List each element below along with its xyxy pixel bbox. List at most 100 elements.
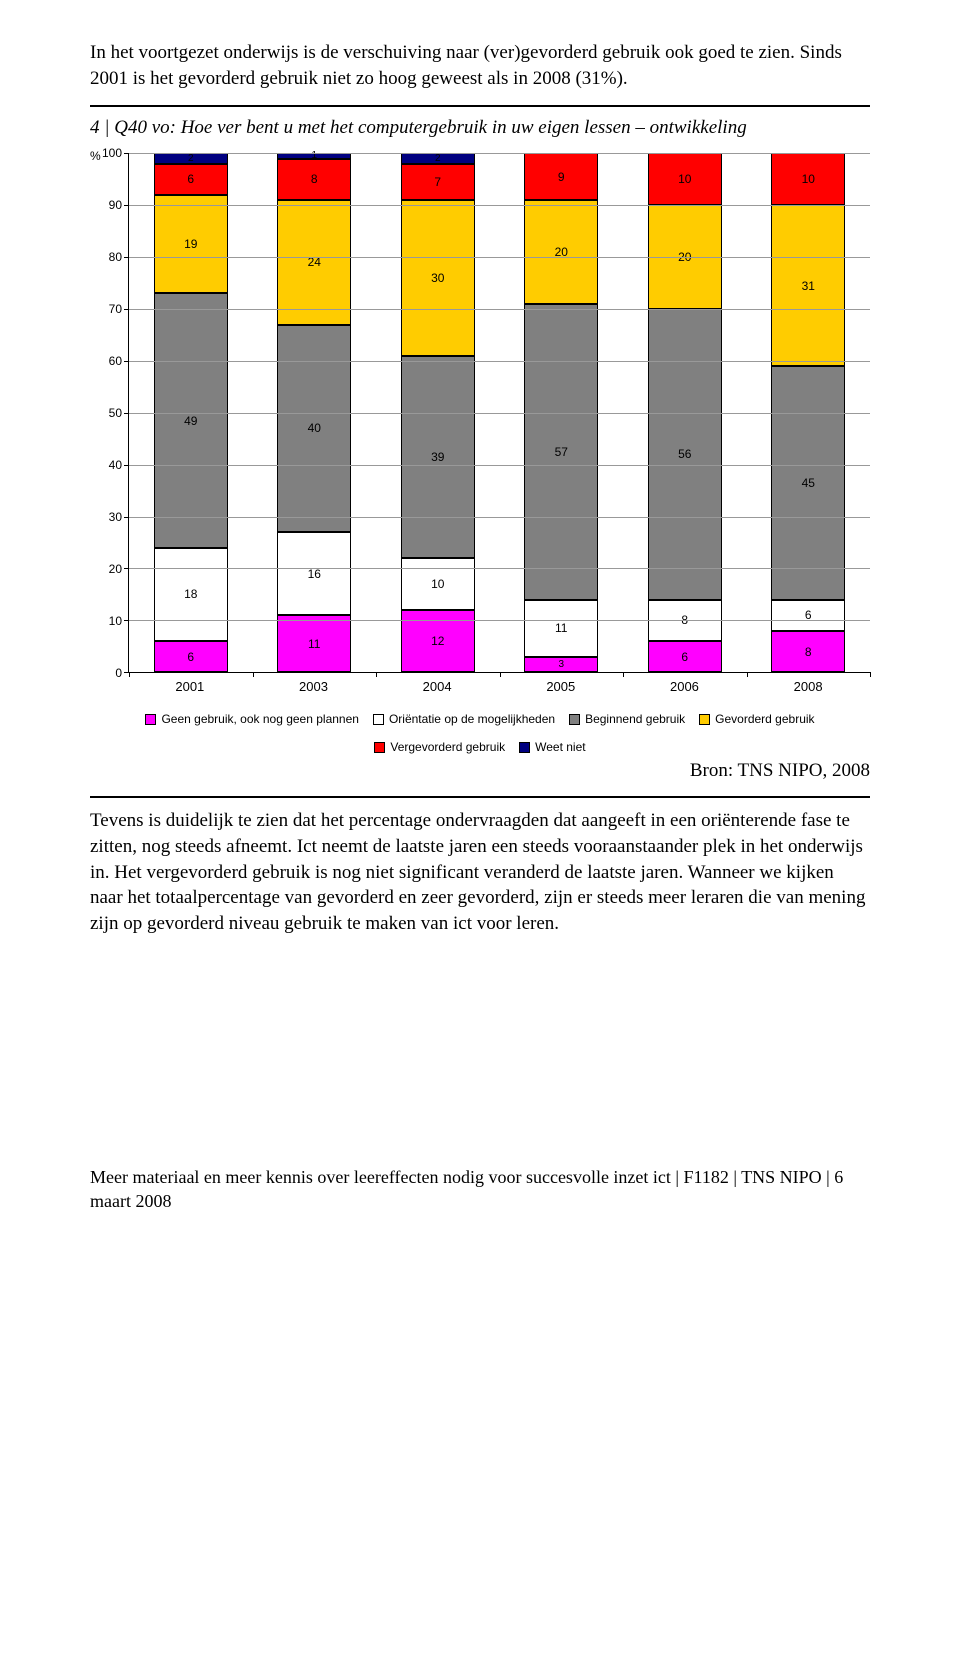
bar-segment-value: 8 <box>805 645 812 659</box>
bar-segment-value: 12 <box>431 634 444 648</box>
x-axis-label: 2003 <box>276 679 350 694</box>
y-tick-label: 0 <box>115 666 122 680</box>
bar-segment: 6 <box>154 641 228 672</box>
y-tick-mark <box>124 620 129 621</box>
x-axis-label: 2001 <box>153 679 227 694</box>
y-axis: % 0102030405060708090100 <box>90 153 128 673</box>
bar-segment: 16 <box>277 532 351 615</box>
legend-item: Oriëntatie op de mogelijkheden <box>373 712 555 726</box>
legend-label: Geen gebruik, ook nog geen plannen <box>161 712 359 726</box>
bar-segment: 11 <box>277 615 351 672</box>
footer-line-2: maart 2008 <box>90 1191 171 1211</box>
y-tick-mark <box>124 257 129 258</box>
x-axis-label: 2004 <box>400 679 474 694</box>
y-tick-label: 20 <box>109 562 122 576</box>
y-axis-unit: % <box>90 149 101 163</box>
bar-segment: 6 <box>648 641 722 672</box>
bar-segment: 40 <box>277 325 351 533</box>
bar-segment: 6 <box>771 600 845 631</box>
legend-item: Beginnend gebruik <box>569 712 685 726</box>
x-tick-mark <box>623 672 624 677</box>
bar-segment-value: 18 <box>184 587 197 601</box>
bar-segment: 2 <box>401 153 475 163</box>
bar-segment-value: 11 <box>308 637 320 651</box>
legend-swatch <box>145 714 156 725</box>
y-tick-mark <box>124 361 129 362</box>
gridline <box>129 620 870 621</box>
x-tick-mark <box>253 672 254 677</box>
bar-segment-value: 8 <box>311 172 318 186</box>
bar-segment: 24 <box>277 200 351 325</box>
gridline <box>129 153 870 154</box>
y-tick-label: 60 <box>109 354 122 368</box>
bar-segment-value: 6 <box>681 650 688 664</box>
gridline <box>129 309 870 310</box>
x-axis-label: 2005 <box>524 679 598 694</box>
stacked-bar-chart: % 0102030405060708090100 618491962111640… <box>90 153 870 754</box>
bar-segment-value: 3 <box>558 659 564 670</box>
bar-segment-value: 9 <box>558 170 565 184</box>
bar-segment: 10 <box>771 153 845 205</box>
bar-segment: 8 <box>771 631 845 673</box>
chart-legend: Geen gebruik, ook nog geen plannen Oriënt… <box>90 712 870 754</box>
bar-segment-value: 2 <box>188 153 194 164</box>
bar-segment: 57 <box>524 304 598 600</box>
gridline <box>129 517 870 518</box>
y-tick-label: 80 <box>109 250 122 264</box>
x-tick-mark <box>500 672 501 677</box>
legend-swatch <box>374 742 385 753</box>
intro-paragraph: In het voortgezet onderwijs is de versch… <box>90 40 870 91</box>
chart-plot-area: 6184919621116402481121039307231157209685… <box>128 153 870 673</box>
bar-segment: 30 <box>401 200 475 356</box>
x-tick-mark <box>870 672 871 677</box>
bar-segment: 45 <box>771 366 845 600</box>
gridline <box>129 361 870 362</box>
bar-segment: 7 <box>401 164 475 200</box>
bar-segment-value: 2 <box>435 153 441 164</box>
bar-segment: 56 <box>648 309 722 600</box>
legend-label: Vergevorderd gebruik <box>390 740 505 754</box>
bar-segment: 20 <box>524 200 598 304</box>
bar-segment-value: 10 <box>678 172 691 186</box>
gridline <box>129 465 870 466</box>
y-tick-label: 70 <box>109 302 122 316</box>
y-tick-label: 90 <box>109 198 122 212</box>
divider-top <box>90 105 870 107</box>
gridline <box>129 568 870 569</box>
bar-segment: 6 <box>154 164 228 195</box>
legend-swatch <box>519 742 530 753</box>
bar-segment: 10 <box>401 558 475 610</box>
bar-segment-value: 39 <box>431 450 444 464</box>
bar-segment-value: 31 <box>802 279 815 293</box>
legend-label: Weet niet <box>535 740 585 754</box>
bar-segment-value: 30 <box>431 271 444 285</box>
bar-segment: 18 <box>154 548 228 641</box>
bar-segment: 8 <box>277 159 351 201</box>
y-tick-label: 30 <box>109 510 122 524</box>
y-tick-mark <box>124 465 129 466</box>
y-tick-mark <box>124 153 129 154</box>
bar-segment-value: 7 <box>434 175 441 189</box>
divider-bottom <box>90 796 870 798</box>
legend-item: Geen gebruik, ook nog geen plannen <box>145 712 359 726</box>
bar-segment-value: 40 <box>308 421 321 435</box>
bar-segment-value: 6 <box>187 172 194 186</box>
legend-swatch <box>699 714 710 725</box>
x-axis-label: 2006 <box>647 679 721 694</box>
legend-label: Oriëntatie op de mogelijkheden <box>389 712 555 726</box>
footer: Meer materiaal en meer kennis over leere… <box>90 1166 870 1213</box>
legend-label: Beginnend gebruik <box>585 712 685 726</box>
bar-segment: 49 <box>154 293 228 547</box>
bar-segment-value: 56 <box>678 447 691 461</box>
bar-segment-value: 6 <box>187 650 194 664</box>
gridline <box>129 413 870 414</box>
bar-segment: 11 <box>524 600 598 657</box>
bar-segment-value: 10 <box>431 577 444 591</box>
x-axis-label: 2008 <box>771 679 845 694</box>
legend-item: Vergevorderd gebruik <box>374 740 505 754</box>
bar-segment: 31 <box>771 205 845 366</box>
bar-segment: 3 <box>524 657 598 673</box>
gridline <box>129 205 870 206</box>
legend-swatch <box>569 714 580 725</box>
x-tick-mark <box>747 672 748 677</box>
